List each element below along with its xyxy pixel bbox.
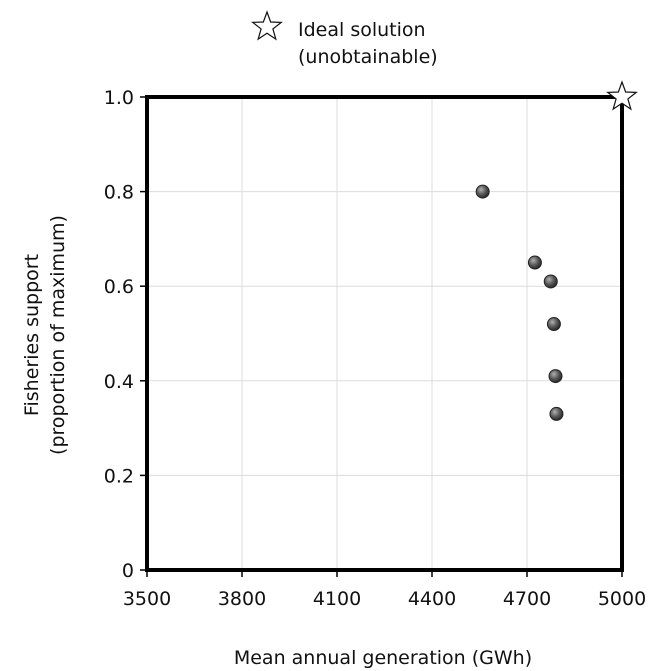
data-point-0-0 xyxy=(475,184,490,199)
x-tick-label-3: 4400 xyxy=(408,588,456,610)
y-axis-title-line2: (proportion of maximum) xyxy=(47,215,69,455)
y-tick-label-2: 0.4 xyxy=(104,371,134,393)
x-axis-ticks: 3500 3800 4100 4400 4700 5000 xyxy=(123,570,646,610)
y-axis-title: Fisheries support (proportion of maximum… xyxy=(21,215,69,455)
data-point-0-3 xyxy=(546,317,561,332)
x-tick-label-4: 4700 xyxy=(503,588,551,610)
plot-frame xyxy=(145,95,624,572)
x-tick-label-1: 3800 xyxy=(218,588,266,610)
data-point-0-1 xyxy=(527,255,542,270)
x-tick-label-5: 5000 xyxy=(598,588,646,610)
x-tick-label-2: 4100 xyxy=(313,588,361,610)
x-axis-title: Mean annual generation (GWh) xyxy=(234,647,532,669)
y-tick-label-5: 1.0 xyxy=(104,87,134,109)
grid xyxy=(146,96,623,571)
y-tick-label-0: 0 xyxy=(122,560,134,582)
data-point-0-2 xyxy=(543,274,558,289)
y-tick-label-3: 0.6 xyxy=(104,276,134,298)
y-tick-label-1: 0.2 xyxy=(104,465,134,487)
y-tick-label-4: 0.8 xyxy=(104,182,134,204)
ideal-star-icon xyxy=(606,80,638,111)
legend-label-line2: (unobtainable) xyxy=(298,46,438,68)
x-tick-label-0: 3500 xyxy=(123,588,171,610)
data-point-0-4 xyxy=(548,369,563,384)
legend-star-icon xyxy=(251,10,283,41)
y-axis-ticks: 0 0.2 0.4 0.6 0.8 1.0 xyxy=(104,87,147,582)
legend: Ideal solution (unobtainable) xyxy=(251,10,438,68)
data-point-0-5 xyxy=(549,406,564,421)
data-points xyxy=(475,184,564,421)
legend-label-line1: Ideal solution xyxy=(298,19,426,41)
y-axis-title-line1: Fisheries support xyxy=(21,254,43,416)
ideal-point xyxy=(606,80,638,111)
